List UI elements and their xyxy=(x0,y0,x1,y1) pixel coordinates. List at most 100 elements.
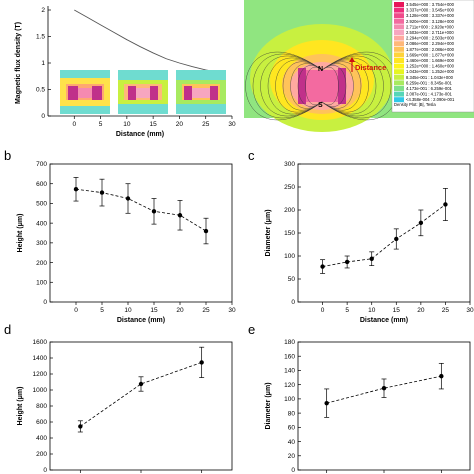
y-tick-label: 0 xyxy=(41,113,45,120)
y-tick-label: 0 xyxy=(291,467,295,474)
panel-d: 0 200 400 600 800 1000 1200 1400 1600 Height (μm) xyxy=(17,339,233,474)
panel-letter-e: e xyxy=(248,322,255,337)
y-tick-label: 300 xyxy=(284,161,295,168)
y-tick-label: 400 xyxy=(36,220,47,227)
panel-c: 0 50 100 150 200 250 300 0 5 10 15 20 25 30 Distance (… xyxy=(265,161,474,324)
x-tick-label: 0 xyxy=(72,121,76,128)
legend-entry: 3.337e+000 : 3.545e+000 xyxy=(406,8,455,13)
y-tick-label: 180 xyxy=(284,339,295,346)
x-tick-label: 15 xyxy=(150,121,158,128)
legend-entry: 2.087e-001 : 4.173e-001 xyxy=(406,92,453,97)
y-tick-label: 100 xyxy=(36,279,47,286)
data-point xyxy=(125,196,131,201)
y-tick-label: 100 xyxy=(284,396,295,403)
thumbnail-2 xyxy=(118,70,168,114)
field-line xyxy=(321,61,362,111)
y-tick-label: 800 xyxy=(36,403,47,410)
x-tick-label: 10 xyxy=(123,121,131,128)
y-tick-label: 120 xyxy=(284,382,295,389)
y-tick-label: 40 xyxy=(288,439,296,446)
legend-swatch xyxy=(394,2,404,7)
y-tick-label: 20 xyxy=(288,453,296,460)
y-tick-label: 50 xyxy=(288,276,296,283)
legend-swatch xyxy=(394,13,404,19)
y-tick-label: 500 xyxy=(36,201,47,208)
y-tick-label: 1200 xyxy=(33,371,48,378)
y-tick-label: 250 xyxy=(284,184,295,191)
axes-frame xyxy=(297,341,471,471)
x-tick-label: 25 xyxy=(202,121,210,128)
y-tick-label: 400 xyxy=(36,435,47,442)
x-tick-label: 30 xyxy=(228,307,236,314)
series-line xyxy=(74,9,212,72)
series-line xyxy=(80,362,202,427)
distance-arrow-head xyxy=(349,57,355,62)
y-axis-label: Height (μm) xyxy=(17,387,24,426)
legend-swatch xyxy=(394,24,404,30)
data-point xyxy=(151,209,157,214)
legend-swatch xyxy=(394,46,404,52)
legend-swatch xyxy=(394,86,404,91)
y-tick-label: 200 xyxy=(284,207,295,214)
legend-entry: 2.920e+000 : 3.128e+000 xyxy=(406,19,455,24)
legend-swatch xyxy=(394,91,404,97)
data-point xyxy=(443,202,448,207)
axes-frame xyxy=(49,341,233,471)
axes-frame xyxy=(49,163,233,303)
data-point xyxy=(394,236,399,242)
y-tick-label: 600 xyxy=(36,181,47,188)
legend-swatch xyxy=(394,74,404,80)
y-tick-label: 300 xyxy=(36,240,47,247)
panel-a-marks xyxy=(74,9,212,72)
y-tick-label: 80 xyxy=(288,410,296,417)
x-tick-label: 20 xyxy=(176,121,184,128)
thumbnail-3 xyxy=(176,70,226,114)
legend-entry: 2.503e+000 : 2.711e+000 xyxy=(406,30,454,35)
legend-swatch xyxy=(394,63,404,69)
data-point xyxy=(320,264,325,269)
x-tick-label: 20 xyxy=(417,307,425,314)
legend-entry: 1.669e+000 : 1.877e+000 xyxy=(406,52,455,57)
data-point xyxy=(203,228,209,234)
legend-entry: 1.877e+000 : 2.086e+000 xyxy=(406,47,455,52)
field-line xyxy=(282,61,323,111)
data-point xyxy=(369,256,374,261)
x-tick-label: 20 xyxy=(176,307,184,314)
legend-swatch xyxy=(394,35,404,41)
y-tick-label: 60 xyxy=(288,425,296,432)
legend-entry: 6.259e-001 : 8.345e-001 xyxy=(406,80,453,85)
legend-swatch xyxy=(394,18,404,24)
y-tick-label: 0.5 xyxy=(36,87,45,94)
x-tick-label: 15 xyxy=(150,307,158,314)
y-tick-label: 0 xyxy=(43,299,47,306)
y-axis-label: Height (μm) xyxy=(17,214,24,253)
panel-letter-b: b xyxy=(4,148,11,163)
legend-entry: 1.252e+000 : 1.460e+000 xyxy=(406,64,455,69)
series-line xyxy=(322,204,446,267)
thumbnail-field-maps xyxy=(60,70,226,114)
y-tick-label: 200 xyxy=(36,451,47,458)
x-axis-label: Distance (mm) xyxy=(116,131,164,138)
legend-swatch xyxy=(394,41,404,47)
legend-entry: 8.345e-001 : 1.043e+000 xyxy=(406,75,454,80)
y-tick-label: 1 xyxy=(41,60,45,67)
x-axis-label: Distance (mm) xyxy=(360,317,408,324)
legend-entry: 3.128e+000 : 3.337e+000 xyxy=(406,13,455,18)
axes-frame xyxy=(297,163,471,303)
data-point xyxy=(344,259,350,265)
y-axis-label: Diameter (μm) xyxy=(265,209,272,256)
x-tick-label: 10 xyxy=(124,307,132,314)
y-tick-label: 200 xyxy=(36,260,47,267)
distance-label: Distance xyxy=(355,63,386,72)
north-pole-label: N xyxy=(318,66,323,73)
x-tick-label: 0 xyxy=(321,307,325,314)
y-tick-label: 0 xyxy=(43,467,47,474)
y-tick-label: 700 xyxy=(36,161,47,168)
y-tick-label: 1400 xyxy=(33,355,48,362)
legend-swatch xyxy=(394,97,404,103)
magnetic-field-map: N S Distance 3.545e+000 : 3.754e+0003.33… xyxy=(244,0,474,132)
data-point xyxy=(439,373,444,379)
